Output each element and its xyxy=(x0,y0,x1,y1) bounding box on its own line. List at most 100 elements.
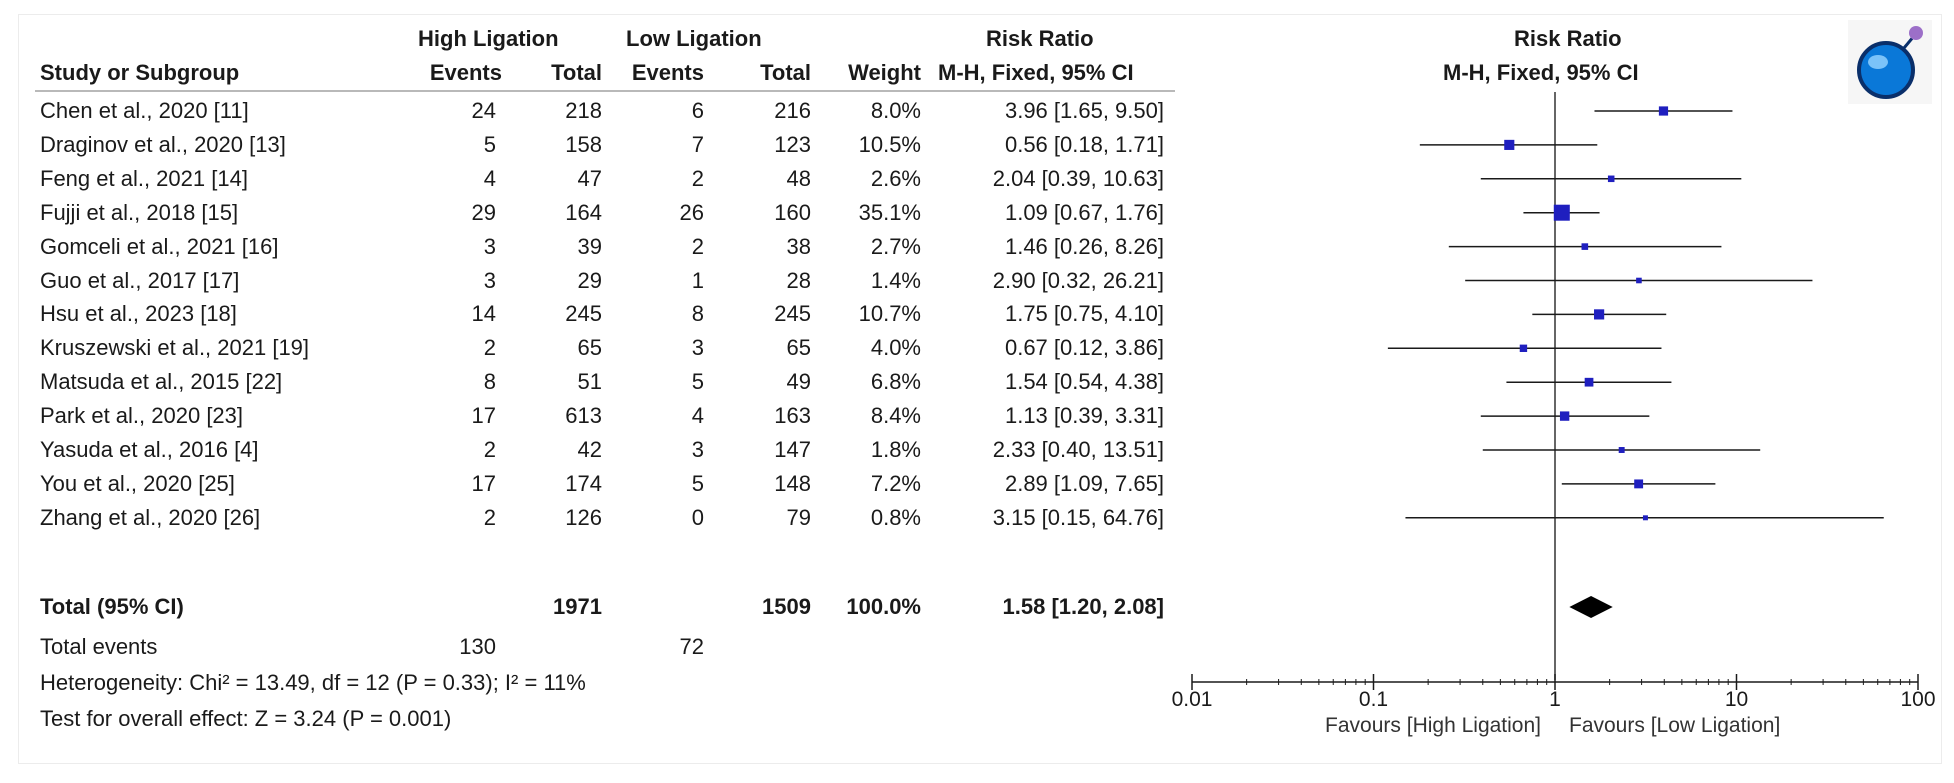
weight: 10.7% xyxy=(858,301,921,327)
study-name: You et al., 2020 [25] xyxy=(40,470,235,496)
weight: 35.1% xyxy=(858,199,921,225)
risk-ratio-ci: 2.90 [0.32, 26.21] xyxy=(992,267,1164,293)
low-events: 6 xyxy=(691,98,704,123)
risk-ratio-ci: 0.67 [0.12, 3.86] xyxy=(1004,335,1164,361)
study-name: Draginov et al., 2020 [13] xyxy=(40,131,286,157)
study-name: Zhang et al., 2020 [26] xyxy=(40,504,261,530)
low-events: 8 xyxy=(691,301,704,327)
figure-frame xyxy=(18,14,1942,764)
risk-ratio-ci: 3.15 [0.15, 64.76] xyxy=(992,504,1164,530)
low-events: 4 xyxy=(691,403,704,429)
high-total: 613 xyxy=(565,403,602,429)
risk-ratio-ci: 1.46 [0.26, 8.26] xyxy=(1004,233,1164,259)
study-name: Kruszewski et al., 2021 [19] xyxy=(40,335,310,361)
effect-marker xyxy=(1607,175,1615,183)
study-name: Yasuda et al., 2016 [4] xyxy=(40,437,259,462)
low-events: 5 xyxy=(691,470,704,496)
high-total: 158 xyxy=(565,131,602,157)
study-name: Guo et al., 2017 [17] xyxy=(40,267,240,293)
favours-left-label: Favours [High Ligation] xyxy=(1325,714,1541,737)
high-total: 29 xyxy=(577,267,602,293)
effect-marker xyxy=(1519,344,1528,352)
total-high-total: 1971 xyxy=(553,594,602,619)
high-total: 65 xyxy=(577,335,602,361)
risk-ratio-ci: 2.04 [0.39, 10.63] xyxy=(992,165,1164,191)
col-high-events-header: Events xyxy=(429,60,502,85)
effect-marker xyxy=(1594,309,1605,320)
low-total: 163 xyxy=(774,403,811,429)
weight: 8.0% xyxy=(870,98,921,123)
high-events: 24 xyxy=(471,98,496,123)
high-events: 14 xyxy=(471,301,496,327)
low-events: 2 xyxy=(691,233,704,259)
high-events: 17 xyxy=(471,470,496,496)
weight: 1.8% xyxy=(870,437,921,462)
col-low-total-header: Total xyxy=(760,60,811,85)
study-name: Fujji et al., 2018 [15] xyxy=(40,199,239,225)
summary-diamond xyxy=(1569,596,1613,618)
plot-title-header: Risk Ratio xyxy=(1514,26,1622,51)
high-events: 2 xyxy=(483,335,496,361)
low-total: 148 xyxy=(774,470,811,496)
study-name: Park et al., 2020 [23] xyxy=(40,403,244,429)
risk-ratio-ci: 3.96 [1.65, 9.50] xyxy=(1004,98,1164,123)
low-total: 38 xyxy=(786,233,811,259)
header-divider xyxy=(35,90,1175,92)
favours-right-label: Favours [Low Ligation] xyxy=(1569,714,1780,737)
high-total: 47 xyxy=(577,165,602,191)
high-total: 42 xyxy=(577,437,602,462)
total-weight: 100.0% xyxy=(846,594,921,619)
plot-method-header: M-H, Fixed, 95% CI xyxy=(1443,60,1639,85)
low-total: 123 xyxy=(774,131,811,157)
effect-marker xyxy=(1658,106,1669,116)
effect-marker xyxy=(1636,277,1642,284)
low-events: 7 xyxy=(691,131,704,157)
high-total: 39 xyxy=(577,233,602,259)
x-tick-label: 0.1 xyxy=(1359,688,1388,711)
study-name: Matsuda et al., 2015 [22] xyxy=(40,369,283,395)
rr-method-header: M-H, Fixed, 95% CI xyxy=(938,60,1134,85)
high-events: 8 xyxy=(483,369,496,395)
total-events-high: 130 xyxy=(459,634,496,659)
low-total: 147 xyxy=(774,437,811,462)
effect-marker xyxy=(1559,411,1570,421)
high-total: 174 xyxy=(565,470,602,496)
high-events: 2 xyxy=(483,504,496,530)
overall-effect-text: Test for overall effect: Z = 3.24 (P = 0… xyxy=(40,706,452,731)
low-total: 245 xyxy=(774,301,811,327)
col-weight-header: Weight xyxy=(848,60,921,85)
low-total: 48 xyxy=(786,165,811,191)
col-low-events-header: Events xyxy=(631,60,704,85)
high-events: 3 xyxy=(483,233,496,259)
risk-ratio-ci: 1.75 [0.75, 4.10] xyxy=(1004,301,1164,327)
x-tick-label: 0.01 xyxy=(1172,688,1213,711)
high-events: 17 xyxy=(471,403,496,429)
weight: 6.8% xyxy=(870,369,921,395)
low-total: 160 xyxy=(774,199,811,225)
high-events: 3 xyxy=(483,267,496,293)
x-tick-label: 1 xyxy=(1549,688,1561,711)
revman-logo-icon xyxy=(1848,20,1932,104)
risk-ratio-ci: 1.13 [0.39, 3.31] xyxy=(1004,403,1164,429)
effect-marker xyxy=(1642,515,1648,521)
study-name: Feng et al., 2021 [14] xyxy=(40,165,248,191)
weight: 2.6% xyxy=(870,165,921,191)
weight: 1.4% xyxy=(870,267,921,293)
col-study-header: Study or Subgroup xyxy=(40,60,240,85)
high-events: 5 xyxy=(483,131,496,157)
low-events: 3 xyxy=(691,437,704,462)
low-events: 5 xyxy=(691,369,704,395)
high-total: 51 xyxy=(577,369,602,395)
total-events-low: 72 xyxy=(679,634,704,659)
weight: 8.4% xyxy=(870,403,921,429)
weight: 4.0% xyxy=(870,335,921,361)
low-total: 49 xyxy=(786,369,811,395)
high-events: 4 xyxy=(483,165,496,191)
heterogeneity-text: Heterogeneity: Chi² = 13.49, df = 12 (P … xyxy=(40,670,586,695)
low-total: 65 xyxy=(786,335,811,361)
col-high-total-header: Total xyxy=(551,60,602,85)
study-name: Hsu et al., 2023 [18] xyxy=(40,301,237,327)
risk-ratio-ci: 0.56 [0.18, 1.71] xyxy=(1004,131,1164,157)
group-high-header: High Ligation xyxy=(418,26,559,51)
